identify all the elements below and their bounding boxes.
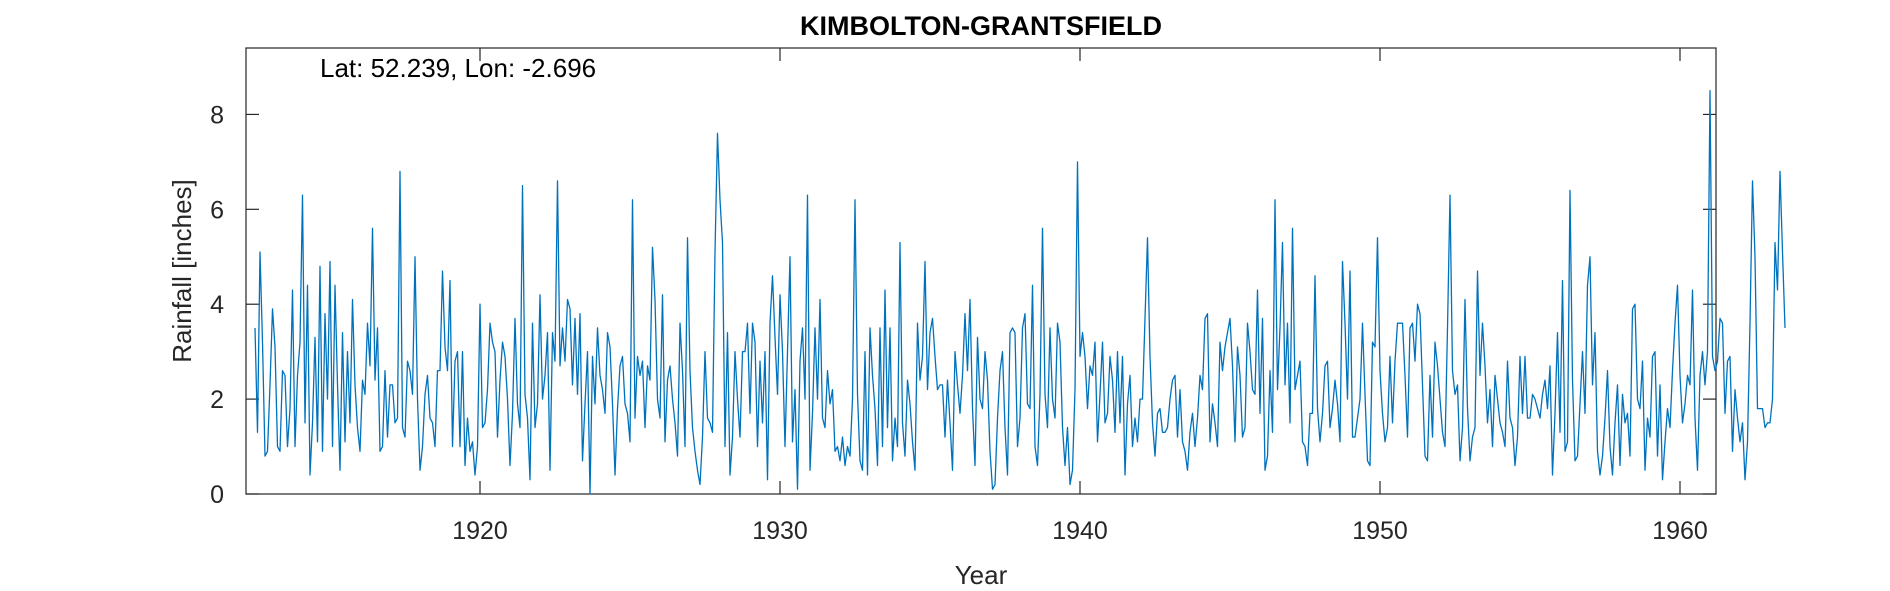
y-tick-label: 0	[210, 481, 224, 509]
rainfall-series-line	[254, 90, 1786, 495]
tick-labels: 1920 1930 1940 1950 1960 0 2 4 6 8	[210, 101, 1708, 545]
x-tick-label: 1960	[1652, 517, 1708, 545]
x-tick-label: 1920	[452, 517, 508, 545]
plot-area	[245, 47, 1717, 495]
y-axis-label: Rainfall [inches]	[167, 179, 197, 363]
x-tick-label: 1950	[1352, 517, 1408, 545]
axis-ticks	[246, 48, 1716, 495]
y-tick-label: 2	[210, 386, 224, 414]
x-tick-label: 1940	[1052, 517, 1108, 545]
x-tick-label: 1930	[752, 517, 808, 545]
y-tick-label: 8	[210, 101, 224, 129]
x-axis-label: Year	[955, 560, 1008, 590]
chart-title: KIMBOLTON-GRANTSFIELD	[800, 11, 1162, 41]
location-annotation: Lat: 52.239, Lon: -2.696	[320, 53, 596, 83]
y-tick-label: 6	[210, 196, 224, 224]
y-tick-label: 4	[210, 291, 224, 319]
